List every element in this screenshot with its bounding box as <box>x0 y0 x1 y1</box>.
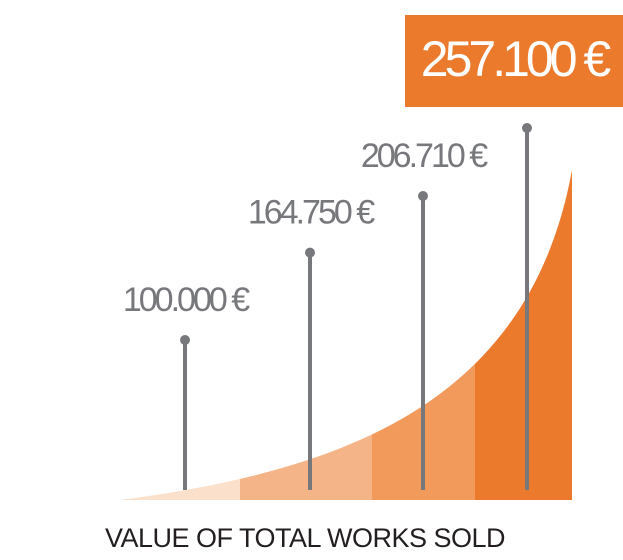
pin-head <box>522 123 532 133</box>
chart-title: VALUE OF TOTAL WORKS SOLD <box>105 523 505 553</box>
value-label: 257.100 € <box>421 31 612 87</box>
pin-head <box>418 190 428 201</box>
value-label: 206.710 € <box>361 137 488 175</box>
area-segment <box>475 170 572 500</box>
value-label: 100.000 € <box>123 281 250 319</box>
value-label: 164.750 € <box>248 194 375 232</box>
highlight-box <box>405 15 623 107</box>
area-segment <box>240 170 372 500</box>
pin-head <box>180 335 190 345</box>
pin-head <box>305 247 315 258</box>
